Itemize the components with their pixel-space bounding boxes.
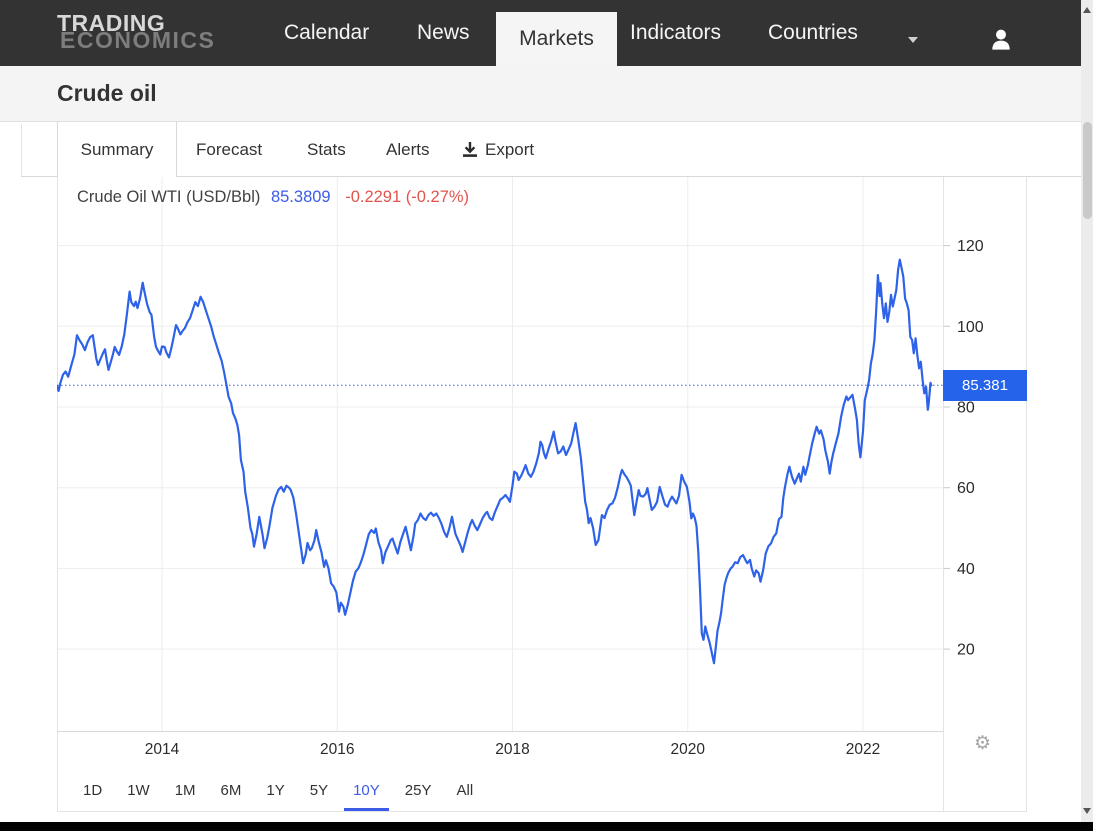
current-price-tag: 85.381 — [943, 369, 1027, 401]
page-header: Crude oil — [0, 66, 1081, 122]
chevron-down-icon[interactable] — [908, 37, 918, 43]
range-selector: 1D 1W 1M 6M 1Y 5Y 10Y 25Y All — [83, 774, 473, 806]
tab-export[interactable]: Export — [462, 122, 534, 177]
trading-economics-logo[interactable]: TRADING ECONOMICS — [57, 10, 216, 53]
y-axis-label: 20 — [957, 642, 975, 659]
chart-settings-gear-icon[interactable]: ⚙ — [974, 733, 992, 754]
y-axis-label: 100 — [957, 319, 984, 336]
nav-item-news[interactable]: News — [417, 21, 470, 44]
tab-forecast[interactable]: Forecast — [196, 139, 263, 159]
y-axis-label: 80 — [957, 400, 975, 417]
nav-item-markets[interactable]: Markets — [496, 12, 617, 66]
range-button-1w[interactable]: 1W — [127, 781, 150, 799]
tabs-bottom-border — [21, 176, 1081, 177]
range-button-10y[interactable]: 10Y — [353, 781, 380, 799]
logo-line-2: ECONOMICS — [60, 27, 216, 53]
x-axis-label: 2018 — [495, 741, 529, 758]
nav-item-calendar[interactable]: Calendar — [284, 21, 370, 44]
chart-panel: 20 40 60 80 100 120 2014 2016 2018 2020 2022 Crude… — [57, 177, 1027, 812]
range-button-1d[interactable]: 1D — [83, 781, 103, 799]
x-axis-label: 2016 — [320, 741, 354, 758]
y-axis-label: 60 — [957, 480, 975, 497]
user-icon[interactable] — [989, 27, 1013, 58]
scrollbar-thumb[interactable] — [1082, 122, 1092, 219]
scrollbar-track[interactable] — [1081, 0, 1093, 822]
tab-alerts[interactable]: Alerts — [386, 139, 430, 159]
range-button-1y[interactable]: 1Y — [266, 781, 285, 799]
instrument-name: Crude Oil WTI (USD/Bbl) — [77, 188, 261, 206]
scrollbar-down-arrow-icon[interactable] — [1083, 808, 1091, 814]
scrollbar-up-arrow-icon[interactable] — [1083, 7, 1091, 13]
series-line — [57, 258, 933, 665]
x-axis-label: 2014 — [145, 741, 180, 758]
x-axis-label: 2020 — [671, 741, 706, 758]
price-change: -0.2291 (-0.27%) — [345, 188, 470, 206]
range-button-5y[interactable]: 5Y — [309, 781, 329, 799]
range-button-1m[interactable]: 1M — [174, 781, 196, 799]
tab-stats[interactable]: Stats — [307, 139, 346, 159]
quote-header: Crude Oil WTI (USD/Bbl) 85.3809 -0.2291 … — [77, 188, 469, 207]
y-axis-label: 40 — [957, 561, 975, 578]
top-nav: TRADING ECONOMICS Calendar News Markets … — [0, 0, 1081, 66]
price-chart[interactable]: 20 40 60 80 100 120 2014 2016 2018 2020 2022 — [57, 177, 1027, 812]
active-range-underline — [344, 808, 389, 811]
last-price: 85.3809 — [270, 188, 331, 206]
download-icon — [462, 141, 478, 158]
bottom-bar — [0, 822, 1093, 831]
tabs-left-border — [21, 124, 22, 177]
nav-item-countries[interactable]: Countries — [768, 21, 858, 44]
page-title: Crude oil — [57, 80, 157, 106]
logo-line-1: TRADING — [57, 10, 166, 36]
range-button-25y[interactable]: 25Y — [404, 781, 432, 799]
x-axis-label: 2022 — [846, 741, 880, 758]
nav-item-indicators[interactable]: Indicators — [630, 21, 722, 44]
tab-summary[interactable]: Summary — [57, 122, 177, 177]
range-button-all[interactable]: All — [456, 781, 474, 799]
y-axis-label: 120 — [957, 238, 984, 255]
range-button-6m[interactable]: 6M — [220, 781, 242, 799]
